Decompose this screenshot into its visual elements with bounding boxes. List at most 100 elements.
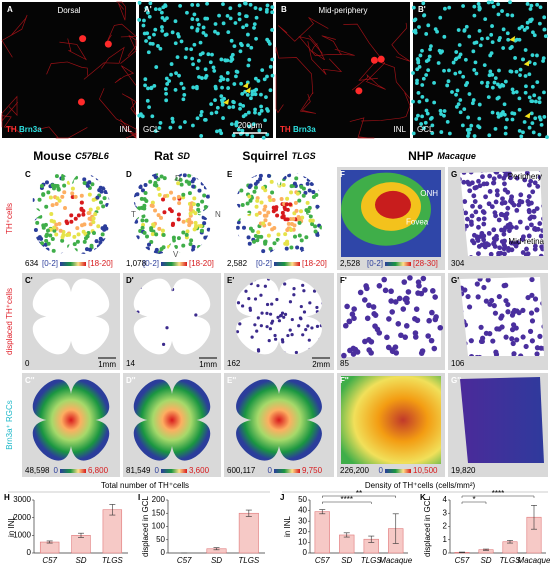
brn3a-cell [483,17,488,22]
brn3a-cell [218,78,223,83]
cell-dot [502,243,508,249]
brn3a-cell [161,5,166,10]
brn3a-cell [216,31,220,36]
brn3a-cell [203,67,208,72]
brn3a-cell [220,85,224,90]
brn3a-cell [163,87,168,91]
brn3a-cell [267,41,272,46]
brn3a-cell [495,111,500,116]
cell-dot [526,182,532,188]
cell-count: 226,200 [340,466,369,475]
cell-dot [492,210,498,216]
cell-dot [299,246,304,251]
cell-dot [401,279,408,285]
cell-dot [156,213,161,218]
y-tick-label: 0 [443,548,448,557]
cell-dot [462,199,468,204]
cell-dot [292,287,296,291]
cell-dot [62,183,67,188]
cell-dot [468,219,474,225]
brn3a-cell [219,131,224,136]
brn3a-cell [246,63,251,68]
brn3a-cell [424,32,429,36]
cell-count: 81,549 [126,466,151,475]
cell-dot [70,194,75,199]
brn3a-cell [465,80,470,85]
cell-dot [268,327,272,331]
panel-letter: C'' [25,376,35,385]
th-cell [104,40,112,48]
cell-dot [491,227,497,233]
cell-dot [385,344,392,351]
cell-dot [529,214,534,220]
cell-dot [308,301,312,305]
th-cell [79,35,87,43]
brn3a-cell [145,98,150,103]
species-name: Mouse [33,149,71,163]
cell-dot [60,238,65,243]
cell-dot [169,190,174,195]
row-label: displaced TH⁺cells [5,288,14,355]
cell-dot [159,246,164,251]
brn3a-cell [543,34,548,39]
cell-dot [96,224,101,229]
cell-dot [50,237,55,242]
brn3a-cell [517,96,522,101]
cell-dot [184,232,189,237]
brn3a-cell [490,110,495,115]
brn3a-cell [178,3,182,8]
brn3a-cell [458,70,462,75]
brn3a-cell [472,13,477,18]
cell-dot [468,338,474,344]
brn3a-cell [215,105,220,110]
brn3a-cell [247,57,252,62]
dendrite [114,65,137,86]
brn3a-cell [497,68,501,73]
dendrite [307,41,343,75]
cell-dot [198,224,203,229]
brn3a-cell [221,2,225,7]
cell-dot [502,181,507,187]
brn3a-cell [533,116,538,121]
cell-dot [285,239,290,244]
cell-dot [246,235,251,240]
cell-dot [171,235,176,240]
cell-dot [486,201,492,207]
cell-dot [94,239,99,244]
cell-dot [256,348,261,352]
cell-dot [280,210,285,215]
brn3a-cell [221,116,225,120]
cell-dot [384,334,390,341]
brn3a-cell [251,122,256,127]
brn3a-cell [260,68,265,73]
brn3a-cell [417,25,421,29]
cell-dot [524,225,530,231]
y-tick-label: 0 [303,548,308,557]
brn3a-cell [163,33,168,37]
cell-dot [289,245,294,250]
dendrite [83,46,125,80]
brn3a-cell [261,135,266,140]
cell-dot [493,349,499,355]
cell-dot [89,243,94,248]
cell-dot [146,242,151,247]
brn3a-cell [505,31,510,36]
cell-dot [37,197,42,202]
brn3a-cell [535,53,539,58]
brn3a-cell [153,129,158,133]
brn3a-cell [537,100,542,105]
brn3a-cell [160,28,165,33]
brn3a-cell [245,92,250,97]
brn3a-cell [159,10,164,15]
brn3a-cell [430,131,435,136]
row-label: Brn3a⁺ RGCs [5,400,14,450]
arrowhead [244,87,251,94]
brn3a-cell [416,90,421,95]
cell-dot [95,206,100,211]
brn3a-cell [518,73,522,78]
brn3a-cell [231,105,236,109]
cell-dot [91,220,96,225]
brn3a-cell [234,120,239,125]
cell-dot [472,185,478,191]
cell-dot [420,275,427,282]
